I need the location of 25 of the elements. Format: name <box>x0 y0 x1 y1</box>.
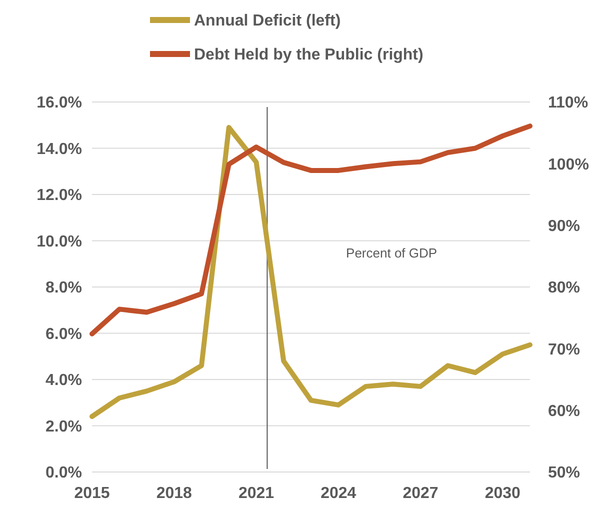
y-tick-label: 6.0% <box>46 326 82 343</box>
y2-tick-label: 50% <box>548 464 580 482</box>
y2-tick-label: 110% <box>548 94 588 112</box>
y2-tick-label: 90% <box>548 218 580 235</box>
y-tick-label: 4.0% <box>46 372 82 390</box>
x-tick-label: 2030 <box>484 485 521 502</box>
x-tick-label: 2015 <box>74 485 110 502</box>
y-tick-label: 12.0% <box>36 187 82 204</box>
y2-tick-label: 80% <box>548 280 580 297</box>
y2-tick-label: 70% <box>548 341 580 358</box>
y-tick-label: 16.0% <box>36 94 82 112</box>
legend-label: Debt Held by the Public (right) <box>194 46 424 64</box>
y-tick-label: 14.0% <box>36 140 82 158</box>
y-tick-label: 0.0% <box>46 464 82 482</box>
x-tick-label: 2018 <box>156 485 192 502</box>
x-tick-label: 2027 <box>402 485 438 502</box>
legend-label: Annual Deficit (left) <box>194 12 341 30</box>
y2-tick-label: 60% <box>548 402 580 420</box>
y-tick-label: 2.0% <box>46 418 82 436</box>
annotation: Percent of GDP <box>346 245 438 260</box>
x-tick-label: 2024 <box>320 485 356 502</box>
y-tick-label: 8.0% <box>46 280 82 297</box>
y2-tick-label: 100% <box>548 156 589 174</box>
x-tick-label: 2021 <box>238 485 274 502</box>
y-tick-label: 10.0% <box>36 233 82 250</box>
